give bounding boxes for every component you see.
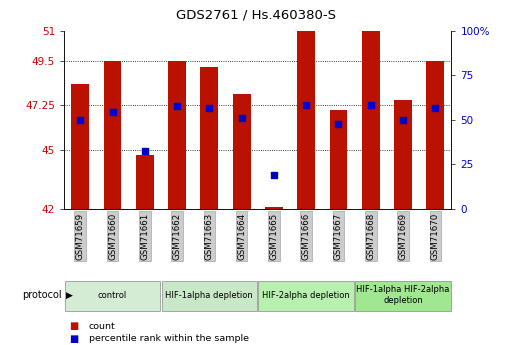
Text: percentile rank within the sample: percentile rank within the sample xyxy=(89,334,249,343)
Bar xyxy=(71,85,89,209)
Text: GSM71666: GSM71666 xyxy=(302,213,311,260)
Text: GSM71665: GSM71665 xyxy=(269,213,279,260)
Point xyxy=(270,172,278,178)
Text: HIF-1alpha depletion: HIF-1alpha depletion xyxy=(166,291,253,300)
Point xyxy=(141,149,149,154)
Text: GSM71660: GSM71660 xyxy=(108,213,117,260)
Text: GSM71663: GSM71663 xyxy=(205,213,214,260)
Bar xyxy=(394,100,412,209)
Bar xyxy=(426,61,444,209)
Point xyxy=(302,102,310,108)
Point xyxy=(76,117,84,123)
FancyBboxPatch shape xyxy=(259,282,354,311)
Bar xyxy=(168,61,186,209)
Text: GSM71669: GSM71669 xyxy=(399,213,407,259)
Text: GSM71668: GSM71668 xyxy=(366,213,375,260)
Bar xyxy=(362,31,380,209)
Bar xyxy=(265,207,283,209)
Point xyxy=(173,103,181,109)
Point xyxy=(334,121,343,127)
Text: GSM71664: GSM71664 xyxy=(237,213,246,260)
Bar xyxy=(104,61,122,209)
Text: ■: ■ xyxy=(69,321,78,331)
Text: HIF-1alpha HIF-2alpha
depletion: HIF-1alpha HIF-2alpha depletion xyxy=(357,285,450,305)
Text: HIF-2alpha depletion: HIF-2alpha depletion xyxy=(262,291,350,300)
Point xyxy=(367,102,375,108)
Point xyxy=(431,105,440,111)
Text: ▶: ▶ xyxy=(66,291,72,300)
Text: protocol: protocol xyxy=(22,290,62,300)
Text: GSM71661: GSM71661 xyxy=(141,213,149,260)
Text: GSM71659: GSM71659 xyxy=(76,213,85,259)
Bar xyxy=(201,67,218,209)
Bar xyxy=(136,155,154,209)
Point xyxy=(108,109,116,115)
Point xyxy=(205,105,213,111)
Bar xyxy=(329,110,347,209)
Text: ■: ■ xyxy=(69,334,78,344)
Text: GSM71670: GSM71670 xyxy=(431,213,440,260)
Text: count: count xyxy=(89,322,115,331)
Point xyxy=(399,117,407,123)
Bar xyxy=(298,31,315,209)
Text: GSM71662: GSM71662 xyxy=(172,213,182,260)
Bar xyxy=(233,94,250,209)
FancyBboxPatch shape xyxy=(65,282,160,311)
Point xyxy=(238,115,246,121)
FancyBboxPatch shape xyxy=(356,282,451,311)
FancyBboxPatch shape xyxy=(162,282,257,311)
Text: GSM71667: GSM71667 xyxy=(334,213,343,260)
Text: GDS2761 / Hs.460380-S: GDS2761 / Hs.460380-S xyxy=(176,9,337,22)
Text: control: control xyxy=(98,291,127,300)
